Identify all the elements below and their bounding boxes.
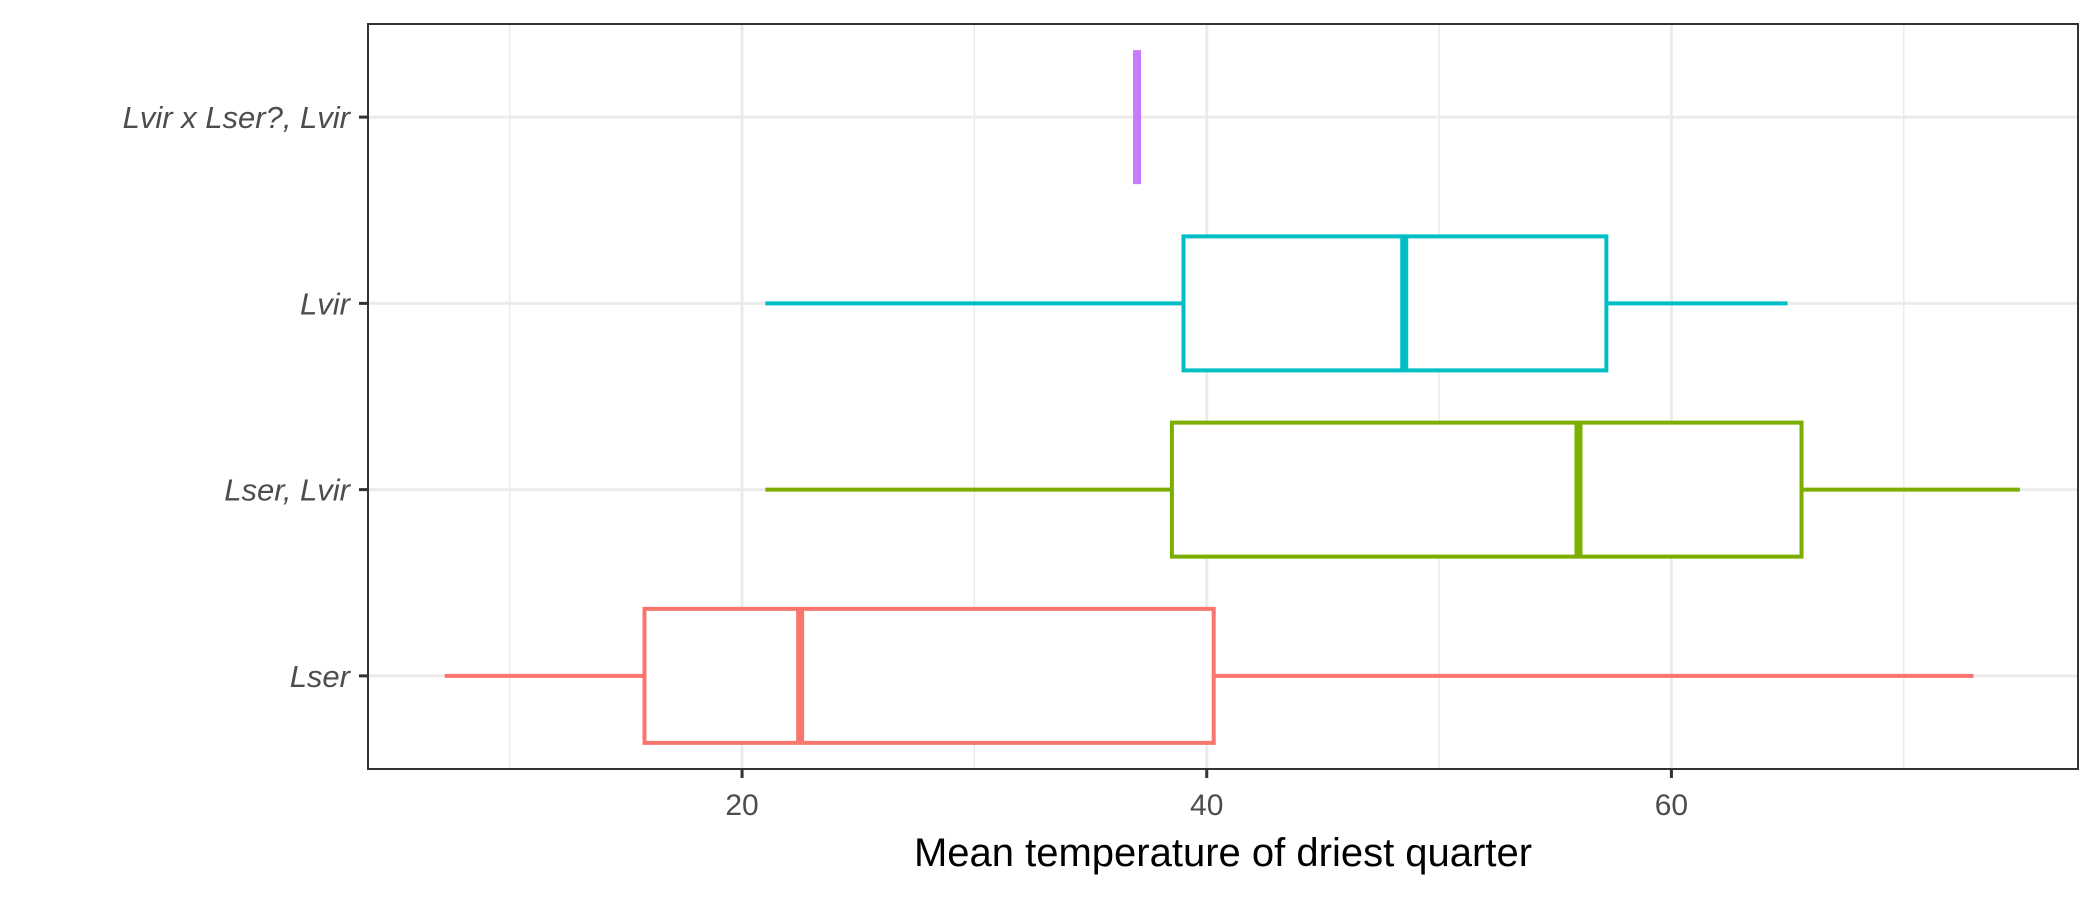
box-lser-lvir — [765, 420, 2020, 559]
y-tick-label: Lser — [290, 659, 352, 694]
plot-panel-border — [367, 23, 2079, 770]
x-tick-label: 20 — [725, 789, 758, 822]
interquartile-box — [642, 606, 1216, 745]
box-series — [444, 50, 2020, 745]
x-axis-title: Mean temperature of driest quarter — [914, 831, 1532, 875]
box-lser — [444, 606, 1974, 745]
interquartile-box — [1169, 420, 1804, 559]
axes: 20 40 60 Lser Lser, Lvir Lvir Lvir x Lser?, Lv… — [123, 100, 1689, 822]
x-tick-label: 60 — [1655, 789, 1688, 822]
plot-panel-background — [368, 24, 2078, 769]
interquartile-box — [1181, 234, 1609, 373]
y-tick-label: Lvir — [300, 286, 352, 321]
box-lvir — [765, 234, 1788, 373]
y-tick-label: Lser, Lvir — [224, 473, 351, 508]
x-tick-label: 40 — [1190, 789, 1223, 822]
y-tick-label: Lvir x Lser?, Lvir — [123, 100, 352, 135]
